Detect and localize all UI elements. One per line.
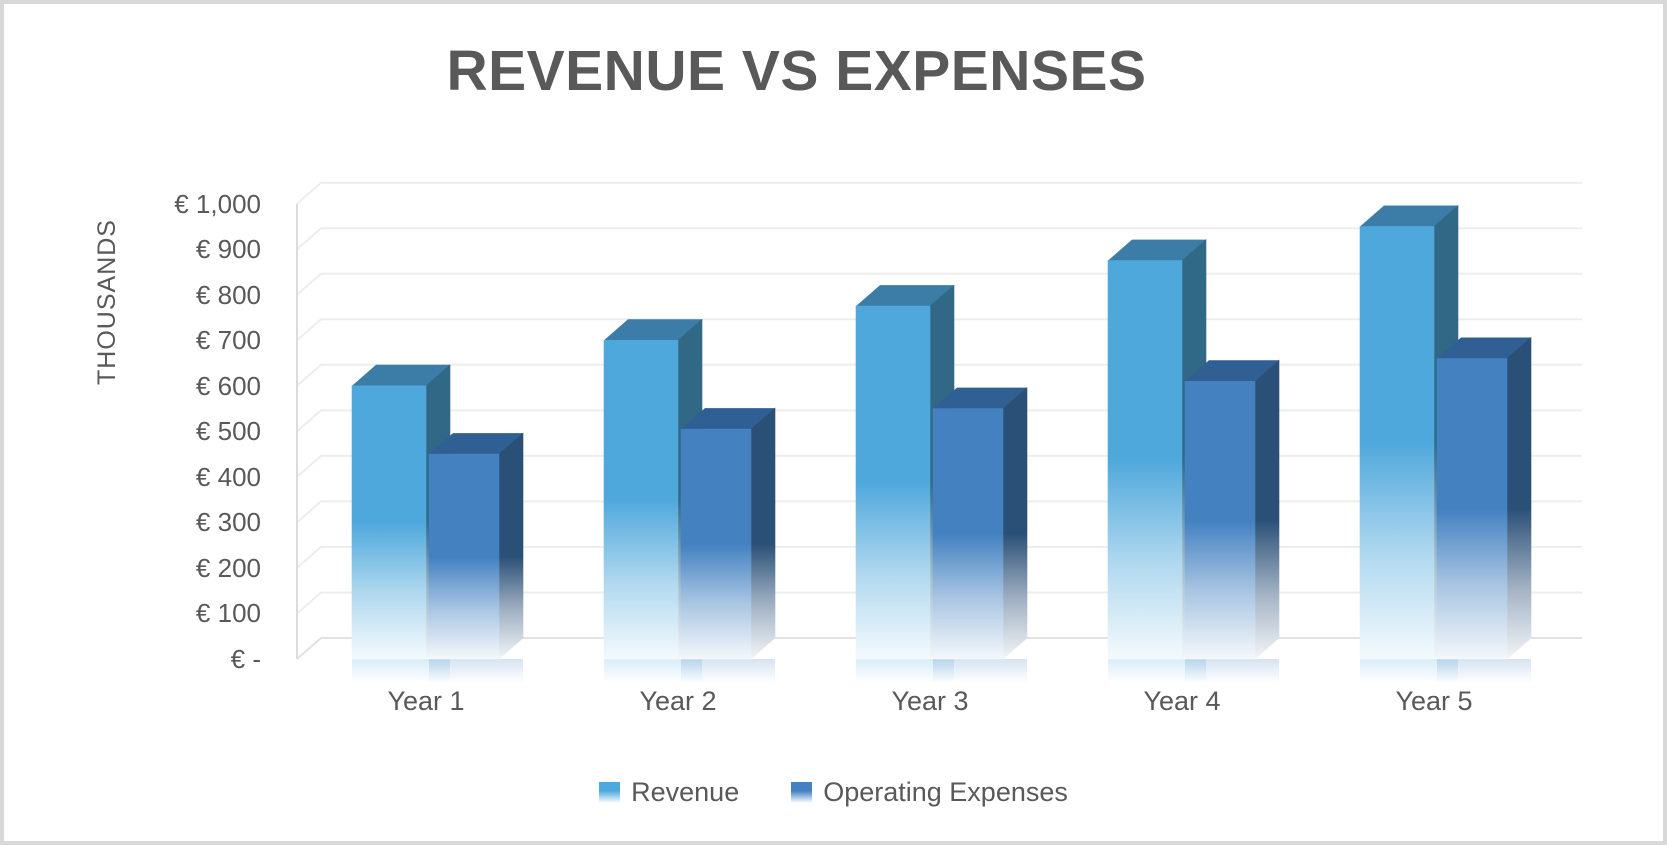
y-tick-label: € 300 <box>195 507 261 537</box>
bar-side-face <box>498 432 524 660</box>
legend-item-operating-expenses: Operating Expenses <box>791 776 1068 807</box>
chart-plot-svg <box>296 181 1582 683</box>
bar-operating-expenses-year-3 <box>932 386 1028 683</box>
legend-item-revenue: Revenue <box>599 776 740 807</box>
bar-reflection <box>681 659 775 683</box>
bar-front-face <box>351 385 427 660</box>
bar-top-face <box>1185 360 1279 382</box>
bar-reflection <box>933 659 1027 683</box>
gridline-900 <box>296 227 1582 250</box>
bar-top-face <box>681 408 775 430</box>
chart-title: REVENUE VS EXPENSES <box>446 39 1147 103</box>
bar-front-face <box>855 305 931 660</box>
bar-front-face <box>1359 226 1435 660</box>
bar-top-face <box>429 433 523 455</box>
bar-front-face <box>428 453 500 660</box>
x-category-label-year-1: Year 1 <box>387 686 465 716</box>
bar-top-face <box>1108 239 1206 261</box>
legend-swatch-icon <box>791 781 813 803</box>
y-tick-label: € 700 <box>195 325 261 355</box>
bar-top-face <box>856 285 954 307</box>
bar-front-face <box>680 428 752 660</box>
bar-operating-expenses-year-2 <box>680 407 776 683</box>
bar-reflection <box>1437 659 1531 683</box>
y-tick-label: € 900 <box>195 234 261 264</box>
bar-side-face <box>1506 336 1532 660</box>
y-tick-label: € 800 <box>195 280 261 310</box>
bar-operating-expenses-year-5 <box>1436 336 1532 683</box>
bar-front-face <box>1436 358 1508 660</box>
x-category-label-year-5: Year 5 <box>1395 686 1473 716</box>
bar-reflection <box>429 659 523 683</box>
legend-swatch-icon <box>599 781 621 803</box>
bar-reflection <box>1185 659 1279 683</box>
bar-top-face <box>352 364 450 386</box>
y-tick-label: € 500 <box>195 416 261 446</box>
bar-front-face <box>1107 260 1183 660</box>
bar-front-face <box>603 339 679 660</box>
legend-label: Operating Expenses <box>823 776 1068 807</box>
y-tick-label: € 600 <box>195 371 261 401</box>
bar-top-face <box>933 387 1027 409</box>
bar-side-face <box>1002 386 1028 660</box>
gridline-1000 <box>296 181 1582 205</box>
x-category-label-year-4: Year 4 <box>1143 686 1221 716</box>
bar-side-face <box>1254 359 1280 660</box>
legend-label: Revenue <box>631 776 740 807</box>
y-tick-label: € 100 <box>195 598 261 628</box>
bar-front-face <box>932 408 1004 660</box>
bar-top-face <box>1360 205 1458 227</box>
y-tick-label: € 400 <box>195 462 261 492</box>
legend: Revenue Operating Expenses <box>4 772 1663 812</box>
y-tick-label: € 200 <box>195 553 261 583</box>
y-tick-label: € 1,000 <box>174 189 261 219</box>
x-category-label-year-3: Year 3 <box>891 686 969 716</box>
bar-operating-expenses-year-1 <box>428 432 524 683</box>
y-tick-label: € - <box>230 644 261 674</box>
bar-operating-expenses-year-4 <box>1184 359 1280 683</box>
bar-side-face <box>750 407 776 660</box>
bar-top-face <box>1437 337 1531 359</box>
bar-front-face <box>1184 380 1256 660</box>
x-category-label-year-2: Year 2 <box>639 686 717 716</box>
bar-top-face <box>604 319 702 341</box>
bar-revenue-year-5 <box>1359 204 1459 683</box>
